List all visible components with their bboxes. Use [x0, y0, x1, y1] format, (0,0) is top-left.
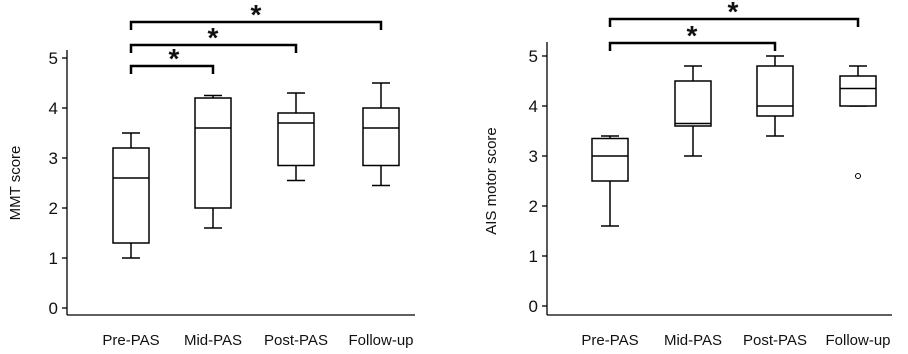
iqr-box	[756, 65, 794, 117]
y-tick-label: 1	[529, 247, 538, 266]
significance-bracket: *	[129, 43, 215, 74]
box-follow-up	[839, 65, 877, 179]
y-tick-label: 0	[49, 299, 58, 318]
box-pre-pas	[112, 132, 150, 259]
box-post-pas	[756, 55, 794, 137]
iqr-box	[591, 137, 629, 182]
iqr-box	[112, 147, 150, 244]
y-axis-title: AIS motor score	[483, 127, 500, 235]
y-axis-title: MMT score	[7, 146, 24, 221]
significance-bracket: *	[608, 20, 777, 51]
significance-bracket: *	[608, 0, 860, 27]
y-tick-label: 3	[529, 147, 538, 166]
iqr-box	[277, 112, 315, 167]
bracket-line	[608, 17, 860, 27]
significance-bracket: *	[129, 22, 298, 53]
x-category-label: Post-PAS	[264, 332, 328, 349]
y-tick-label: 4	[49, 99, 58, 118]
x-category-label: Pre-PAS	[581, 332, 638, 349]
significance-star: *	[251, 0, 262, 30]
iqr-box	[674, 80, 712, 127]
significance-star: *	[728, 0, 739, 27]
iqr-box	[839, 75, 877, 107]
box-post-pas	[277, 92, 315, 182]
x-category-label: Follow-up	[348, 332, 413, 349]
y-tick-label: 3	[49, 149, 58, 168]
outlier-point	[855, 173, 861, 179]
y-tick-label: 5	[49, 49, 58, 68]
x-category-label: Mid-PAS	[184, 332, 242, 349]
iqr-box	[362, 107, 400, 167]
x-category-label: Pre-PAS	[102, 332, 159, 349]
y-tick-label: 2	[529, 197, 538, 216]
box-follow-up	[362, 82, 400, 187]
significance-star: *	[687, 20, 698, 51]
chart-panel-2: 0 1 2 3 4 5 AIS motor score Pre-PAS Mid-PAS Post-…	[483, 0, 892, 349]
significance-star: *	[208, 22, 219, 53]
chart-panel-1: 0 1 2 3 4 5 MMT score Pre-PAS Mid-PAS Post-PAS Fol…	[7, 0, 415, 349]
bracket-line	[129, 43, 298, 53]
box-mid-pas	[194, 94, 232, 229]
y-tick-label: 5	[529, 47, 538, 66]
iqr-box	[194, 97, 232, 209]
x-category-label: Post-PAS	[743, 332, 807, 349]
y-tick-label: 4	[529, 97, 538, 116]
bracket-line	[129, 64, 215, 74]
significance-star: *	[169, 43, 180, 74]
y-tick-label: 1	[49, 249, 58, 268]
y-tick-label: 0	[529, 297, 538, 316]
x-category-label: Mid-PAS	[664, 332, 722, 349]
significance-bracket: *	[129, 0, 383, 30]
bracket-line	[129, 20, 383, 30]
box-pre-pas	[591, 135, 629, 227]
box-mid-pas	[674, 65, 712, 157]
bracket-line	[608, 41, 777, 51]
x-category-label: Follow-up	[825, 332, 890, 349]
y-tick-label: 2	[49, 199, 58, 218]
